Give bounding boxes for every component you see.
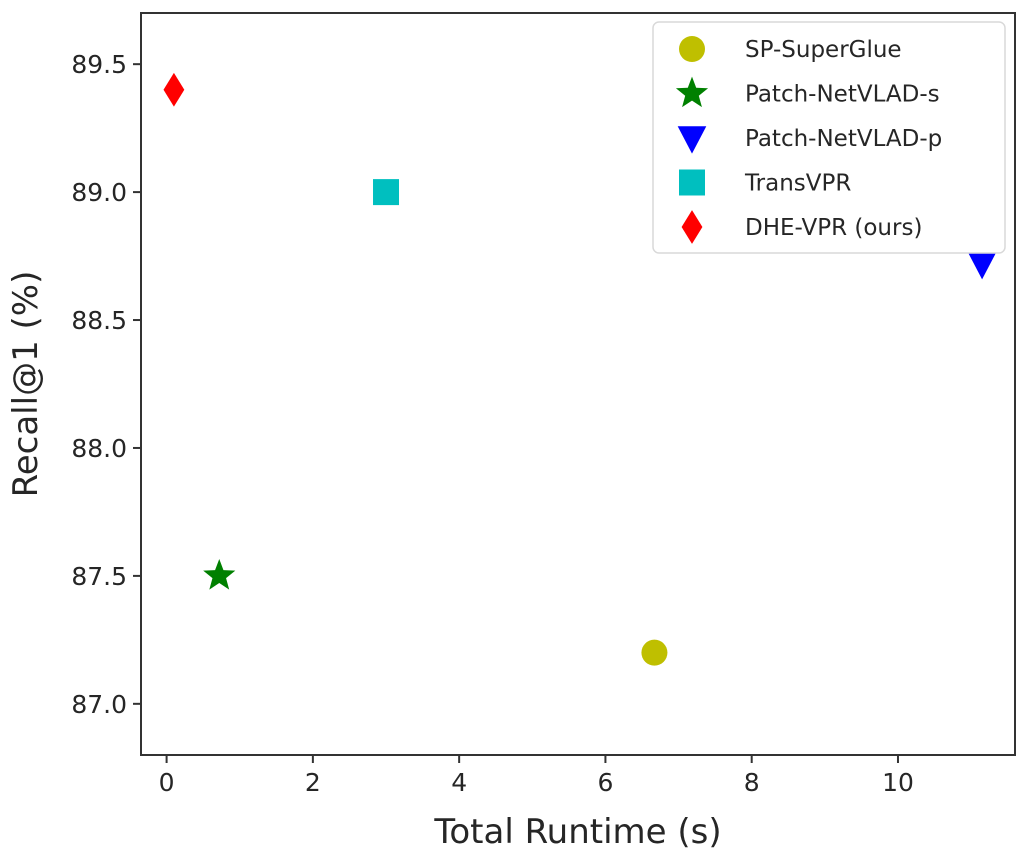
x-tick-label: 10: [882, 768, 914, 797]
legend-label: DHE-VPR (ours): [745, 215, 922, 241]
legend-marker: [677, 126, 707, 154]
legend-label: SP-SuperGlue: [745, 37, 902, 63]
y-axis-label: Recall@1 (%): [6, 271, 46, 498]
legend-label: Patch-NetVLAD-p: [745, 126, 942, 152]
data-points: [163, 72, 997, 666]
y-tick-label: 88.5: [71, 306, 127, 335]
y-tick-label: 87.0: [71, 690, 127, 719]
legend-label: TransVPR: [744, 171, 851, 197]
y-tick-label: 89.5: [71, 50, 127, 79]
point-patch-netvlad-s: [203, 559, 236, 590]
point-patch-netvlad-p: [967, 252, 997, 280]
legend-box: [652, 21, 1006, 254]
legend-label: Patch-NetVLAD-s: [745, 82, 940, 108]
legend-marker: [679, 169, 705, 196]
x-tick-label: 0: [159, 768, 175, 797]
x-tick-label: 8: [744, 768, 760, 797]
legend-marker: [679, 36, 705, 62]
y-tick-label: 88.0: [71, 434, 127, 463]
x-tick-label: 6: [597, 768, 613, 797]
x-tick-label: 2: [305, 768, 321, 797]
x-axis-ticks: 0 2 4 6 8 10: [159, 755, 914, 797]
x-axis-label: Total Runtime (s): [433, 812, 721, 852]
point-sp-superglue: [641, 639, 668, 666]
point-transvpr: [373, 179, 400, 206]
y-tick-label: 89.0: [71, 178, 127, 207]
point-dhe-vpr-ours: [163, 72, 185, 107]
x-tick-label: 4: [451, 768, 467, 797]
legend-marker: [675, 76, 709, 108]
y-tick-label: 87.5: [71, 562, 127, 591]
legend: SP-SuperGlue Patch-NetVLAD-s Patch-NetVLAD…: [652, 21, 1006, 254]
legend-marker: [681, 210, 703, 244]
y-axis-ticks: 87.0 87.5 88.0 88.5 89.0 89.5: [71, 50, 141, 719]
